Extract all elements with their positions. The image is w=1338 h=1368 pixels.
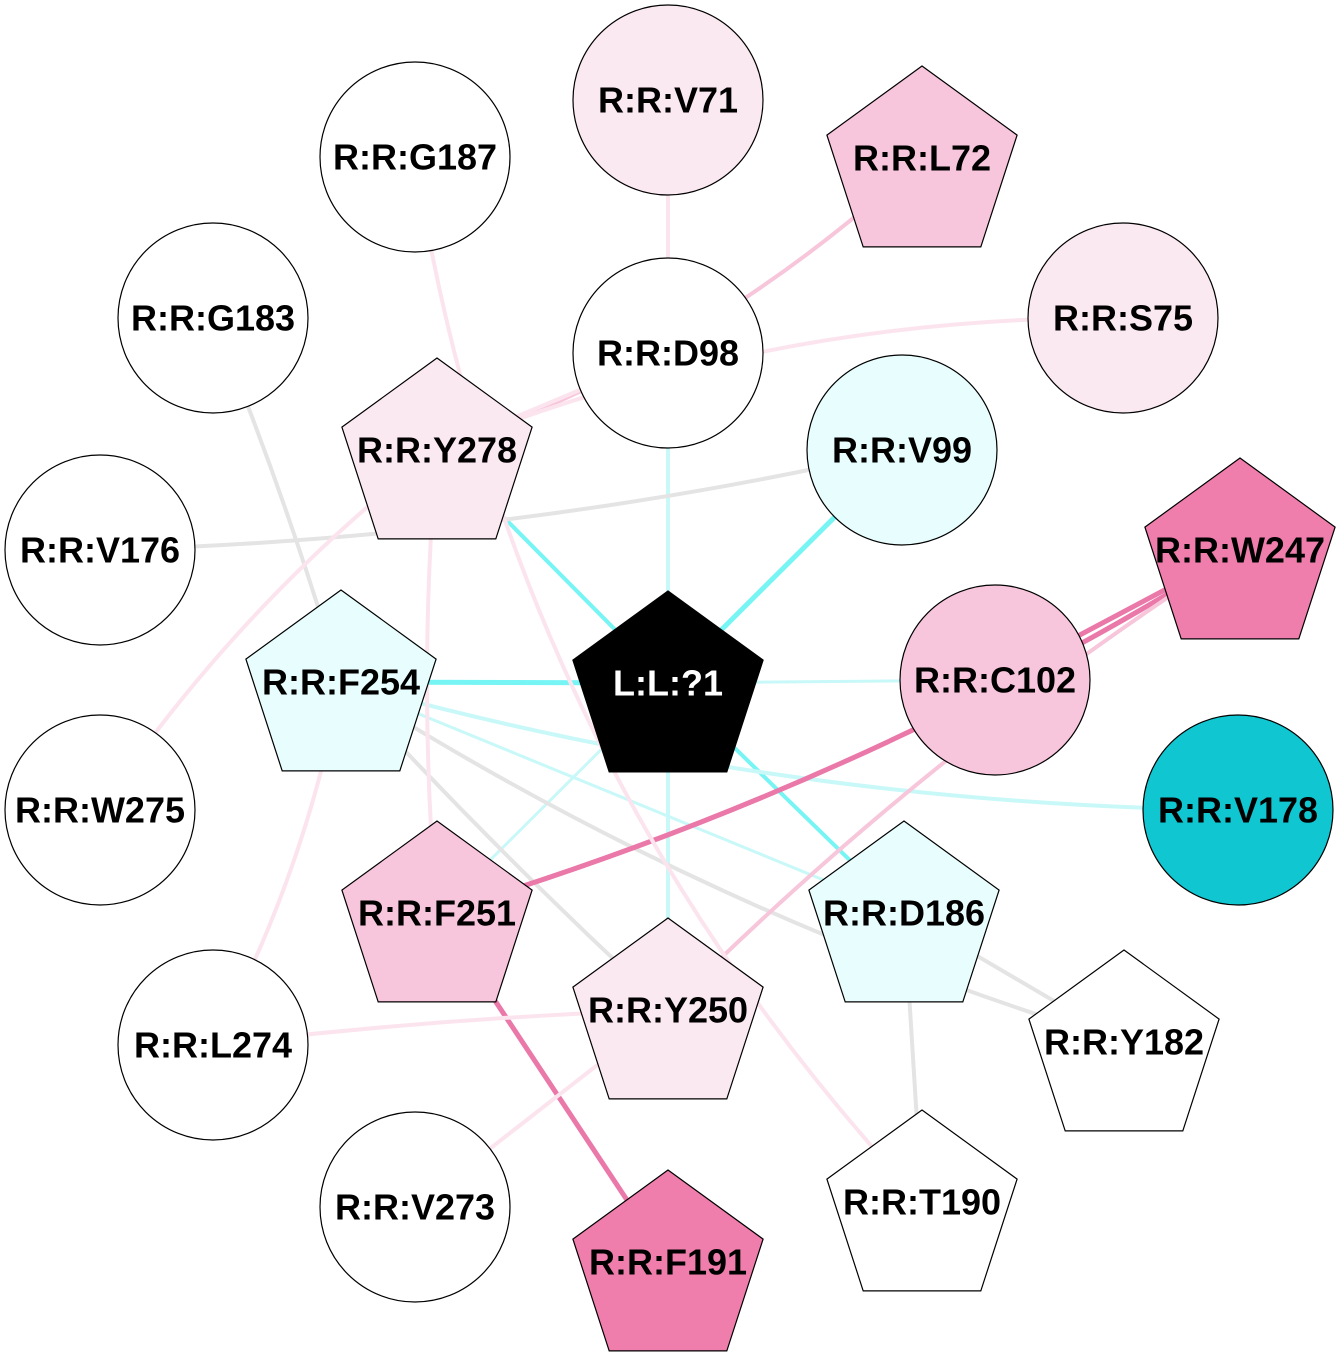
node-label: R:R:F251 <box>358 893 516 934</box>
node-pentagon <box>341 357 533 540</box>
node-circle <box>1027 222 1219 414</box>
node-label: R:R:V178 <box>1158 790 1318 831</box>
node-r-r-f191[interactable]: R:R:F191 <box>572 1169 764 1352</box>
edge-r-r-w247-r-r-f251 <box>434 547 1243 916</box>
node-label: R:R:V273 <box>335 1187 495 1228</box>
node-label: R:R:W247 <box>1155 530 1325 571</box>
node-r-r-y250[interactable]: R:R:Y250 <box>572 917 764 1100</box>
node-r-r-y278[interactable]: R:R:Y278 <box>341 357 533 540</box>
node-label: R:R:Y182 <box>1044 1022 1204 1063</box>
node-label: R:R:S75 <box>1053 298 1193 339</box>
node-label: R:R:Y250 <box>588 990 748 1031</box>
node-label: R:R:L72 <box>853 138 991 179</box>
node-pentagon <box>572 590 764 773</box>
node-r-r-v176[interactable]: R:R:V176 <box>4 454 196 646</box>
node-label: R:R:V176 <box>20 530 180 571</box>
node-circle <box>899 584 1091 776</box>
node-r-r-g183[interactable]: R:R:G183 <box>117 222 309 414</box>
node-label: R:R:F254 <box>262 662 420 703</box>
node-label: R:R:Y278 <box>357 430 517 471</box>
node-label: R:R:L274 <box>134 1025 292 1066</box>
node-circle <box>806 354 998 546</box>
node-r-r-d186[interactable]: R:R:D186 <box>808 820 1000 1003</box>
node-r-r-v71[interactable]: R:R:V71 <box>572 4 764 196</box>
edge-r-r-f254-r-r-v178 <box>339 680 1240 812</box>
node-pentagon <box>245 589 437 772</box>
node-r-r-c102[interactable]: R:R:C102 <box>899 584 1091 776</box>
node-label: R:R:W275 <box>15 790 185 831</box>
node-r-r-f251[interactable]: R:R:F251 <box>341 820 533 1003</box>
node-label: R:R:V99 <box>832 430 972 471</box>
node-r-r-v178[interactable]: R:R:V178 <box>1142 714 1334 906</box>
node-circle <box>319 1111 511 1303</box>
node-label: R:R:G187 <box>333 137 497 178</box>
node-r-r-d98[interactable]: R:R:D98 <box>572 257 764 449</box>
node-r-r-y182[interactable]: R:R:Y182 <box>1028 949 1220 1132</box>
node-pentagon <box>808 820 1000 1003</box>
node-label: R:R:V71 <box>598 80 738 121</box>
node-pentagon <box>572 1169 764 1352</box>
node-label: R:R:D186 <box>823 893 985 934</box>
node-circle <box>572 4 764 196</box>
node-circle <box>117 949 309 1141</box>
node-label: R:R:D98 <box>597 333 739 374</box>
node-circle <box>319 61 511 253</box>
node-r-r-t190[interactable]: R:R:T190 <box>826 1109 1018 1292</box>
node-pentagon <box>826 1109 1018 1292</box>
node-label: R:R:C102 <box>914 660 1076 701</box>
node-circle <box>1142 714 1334 906</box>
node-r-r-l72[interactable]: R:R:L72 <box>826 65 1018 248</box>
edge-r-r-w247-r-r-y250 <box>666 548 1242 1012</box>
nodes-layer: L:L:?1 R:R:V71 R:R:L72 R:R:G187 R:R:S75 R:R:G… <box>4 4 1336 1352</box>
node-r-r-s75[interactable]: R:R:S75 <box>1027 222 1219 414</box>
node-label: R:R:T190 <box>843 1182 1001 1223</box>
node-r-r-w275[interactable]: R:R:W275 <box>4 714 196 906</box>
node-circle <box>4 454 196 646</box>
node-pentagon <box>1028 949 1220 1132</box>
edge-r-r-s75-r-r-y278 <box>435 315 1125 452</box>
edge-r-r-g187-r-r-t190 <box>413 155 924 1204</box>
node-label: R:R:G183 <box>131 298 295 339</box>
node-l-l-1[interactable]: L:L:?1 <box>572 590 764 773</box>
node-pentagon <box>1144 457 1336 640</box>
node-pentagon <box>341 820 533 1003</box>
node-circle <box>4 714 196 906</box>
node-r-r-v273[interactable]: R:R:V273 <box>319 1111 511 1303</box>
node-circle <box>117 222 309 414</box>
node-pentagon <box>826 65 1018 248</box>
node-label: R:R:F191 <box>589 1242 747 1283</box>
node-circle <box>572 257 764 449</box>
node-pentagon <box>572 917 764 1100</box>
node-r-r-w247[interactable]: R:R:W247 <box>1144 457 1336 640</box>
node-r-r-l274[interactable]: R:R:L274 <box>117 949 309 1141</box>
node-r-r-f254[interactable]: R:R:F254 <box>245 589 437 772</box>
node-r-r-v99[interactable]: R:R:V99 <box>806 354 998 546</box>
edge-r-r-f254-r-r-y182 <box>339 680 1126 1044</box>
node-label: L:L:?1 <box>613 663 723 704</box>
node-r-r-g187[interactable]: R:R:G187 <box>319 61 511 253</box>
